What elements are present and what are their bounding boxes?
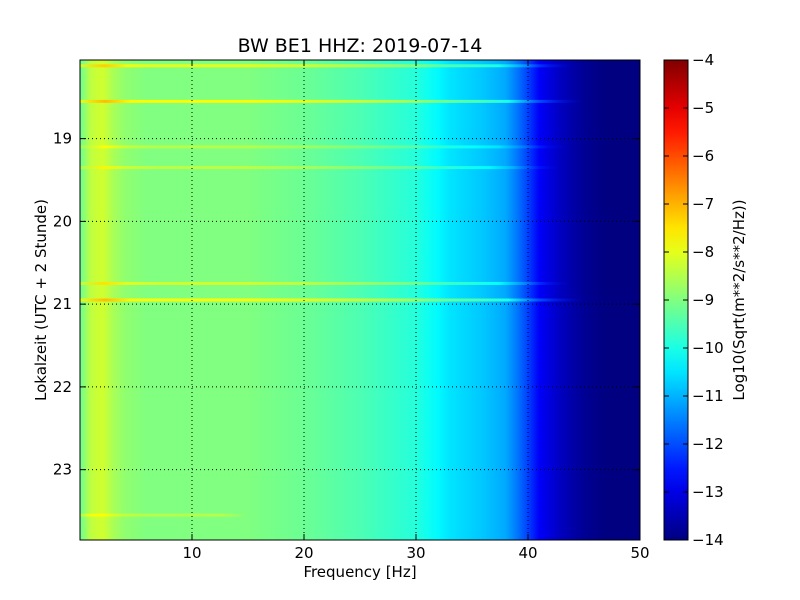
colorbar-tick-label: −12 <box>692 435 724 453</box>
x-tick-label: 50 <box>630 544 649 562</box>
colorbar-tick-label: −7 <box>692 195 714 213</box>
colorbar-tick-label: −11 <box>692 387 724 405</box>
bright-line <box>80 145 573 149</box>
bright-line <box>80 513 248 517</box>
x-axis: 10 20 30 40 50 <box>182 60 650 562</box>
x-axis-label: Frequency [Hz] <box>303 563 416 581</box>
colorbar-tick-label: −14 <box>692 531 724 549</box>
y-axis-label: Lokalzeit (UTC + 2 Stunde) <box>32 199 50 401</box>
colorbar-tick-label: −9 <box>692 291 714 309</box>
chart-title: BW BE1 HHZ: 2019-07-14 <box>238 35 483 57</box>
bright-line <box>80 99 584 103</box>
y-tick-label: 23 <box>53 461 72 479</box>
colorbar-label: Log10(Sqrt(m**2/s**2/Hz)) <box>730 199 748 400</box>
y-tick-label: 22 <box>53 378 72 396</box>
colorbar-ticks: −4 −5 −6 −7 −8 −9 −10 −11 −12 −13 −14 <box>664 51 724 549</box>
colorbar-tick-label: −6 <box>692 147 714 165</box>
bright-line <box>80 166 562 170</box>
bright-line <box>80 298 584 302</box>
y-tick-label: 21 <box>53 295 72 313</box>
bright-lines-layer <box>80 64 584 517</box>
plot-frame <box>79 59 641 541</box>
x-tick-label: 40 <box>518 544 537 562</box>
x-tick-label: 30 <box>406 544 425 562</box>
y-tick-label: 20 <box>53 212 72 230</box>
y-tick-label: 19 <box>53 130 72 148</box>
x-tick-label: 20 <box>294 544 313 562</box>
colorbar-tick-label: −5 <box>692 99 714 117</box>
colorbar: −4 −5 −6 −7 −8 −9 −10 −11 −12 −13 −14 Log10(Sqrt(m… <box>663 51 748 549</box>
colorbar-tick-label: −8 <box>692 243 714 261</box>
colorbar-tick-label: −13 <box>692 483 724 501</box>
grid-layer <box>80 60 640 540</box>
bright-line <box>80 281 573 285</box>
colorbar-tick-label: −4 <box>692 51 714 69</box>
x-tick-label: 10 <box>182 544 201 562</box>
colorbar-tick-label: −10 <box>692 339 724 357</box>
bright-line <box>80 64 573 68</box>
plot-area <box>79 59 641 541</box>
y-axis: 19 20 21 22 23 <box>53 130 640 479</box>
